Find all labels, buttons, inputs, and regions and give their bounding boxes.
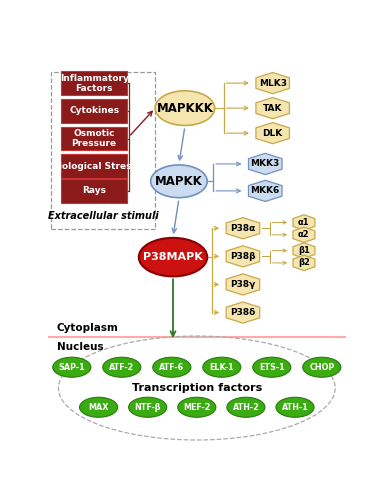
- Text: P38β: P38β: [230, 252, 256, 261]
- Polygon shape: [293, 227, 315, 242]
- Polygon shape: [293, 215, 315, 230]
- Polygon shape: [293, 255, 315, 270]
- Polygon shape: [226, 302, 260, 323]
- Text: α2: α2: [298, 230, 310, 239]
- FancyBboxPatch shape: [61, 154, 127, 178]
- Polygon shape: [293, 243, 315, 258]
- Text: Rays: Rays: [82, 186, 106, 196]
- Text: MAX: MAX: [88, 403, 109, 412]
- Text: α1: α1: [298, 218, 310, 227]
- Text: ATF-2: ATF-2: [109, 362, 134, 372]
- Text: Transcription factors: Transcription factors: [132, 383, 262, 393]
- Text: MKK6: MKK6: [251, 186, 280, 196]
- Text: ETS-1: ETS-1: [259, 362, 285, 372]
- Polygon shape: [248, 154, 282, 174]
- Text: ELK-1: ELK-1: [210, 362, 234, 372]
- FancyBboxPatch shape: [61, 71, 127, 95]
- Text: TAK: TAK: [263, 104, 283, 112]
- Text: P38MAPK: P38MAPK: [143, 252, 203, 262]
- Text: Cytokines: Cytokines: [69, 106, 119, 116]
- Ellipse shape: [139, 238, 207, 277]
- Text: P38α: P38α: [230, 224, 256, 232]
- Ellipse shape: [253, 357, 291, 377]
- FancyBboxPatch shape: [61, 126, 127, 150]
- Polygon shape: [226, 246, 260, 267]
- Text: NTF-β: NTF-β: [134, 403, 161, 412]
- Text: MAPKK: MAPKK: [155, 175, 203, 188]
- Polygon shape: [226, 274, 260, 295]
- Ellipse shape: [53, 357, 91, 377]
- Text: DLK: DLK: [263, 128, 283, 138]
- Text: Biological Stress: Biological Stress: [52, 162, 137, 171]
- Ellipse shape: [203, 357, 241, 377]
- Ellipse shape: [151, 165, 207, 198]
- Polygon shape: [256, 98, 290, 118]
- Text: P38γ: P38γ: [230, 280, 256, 289]
- Text: CHOP: CHOP: [309, 362, 334, 372]
- Text: P38δ: P38δ: [230, 308, 256, 317]
- Text: ATH-2: ATH-2: [232, 403, 259, 412]
- Text: Extracellular stimuli: Extracellular stimuli: [48, 211, 159, 221]
- FancyBboxPatch shape: [61, 179, 127, 203]
- Ellipse shape: [178, 398, 216, 417]
- Text: β1: β1: [298, 246, 310, 255]
- Polygon shape: [248, 180, 282, 202]
- Text: Osmotic
Pressure: Osmotic Pressure: [71, 129, 117, 148]
- Ellipse shape: [227, 398, 265, 417]
- Polygon shape: [256, 72, 290, 94]
- Ellipse shape: [155, 91, 215, 126]
- Text: β2: β2: [298, 258, 310, 268]
- Polygon shape: [256, 122, 290, 144]
- Ellipse shape: [276, 398, 314, 417]
- Ellipse shape: [129, 398, 167, 417]
- Text: Inflammatory
Factors: Inflammatory Factors: [60, 74, 129, 92]
- Ellipse shape: [79, 398, 118, 417]
- Text: MEF-2: MEF-2: [183, 403, 210, 412]
- Ellipse shape: [303, 357, 341, 377]
- Text: MKK3: MKK3: [251, 160, 280, 168]
- FancyBboxPatch shape: [61, 99, 127, 123]
- Ellipse shape: [153, 357, 191, 377]
- Text: Cytoplasm: Cytoplasm: [57, 322, 119, 332]
- Text: MLK3: MLK3: [259, 78, 287, 88]
- Text: SAP-1: SAP-1: [58, 362, 85, 372]
- Ellipse shape: [103, 357, 141, 377]
- Text: MAPKKK: MAPKKK: [156, 102, 214, 114]
- Text: ATF-6: ATF-6: [159, 362, 184, 372]
- Polygon shape: [226, 218, 260, 239]
- Text: Nucleus: Nucleus: [57, 342, 104, 352]
- Text: ATH-1: ATH-1: [281, 403, 308, 412]
